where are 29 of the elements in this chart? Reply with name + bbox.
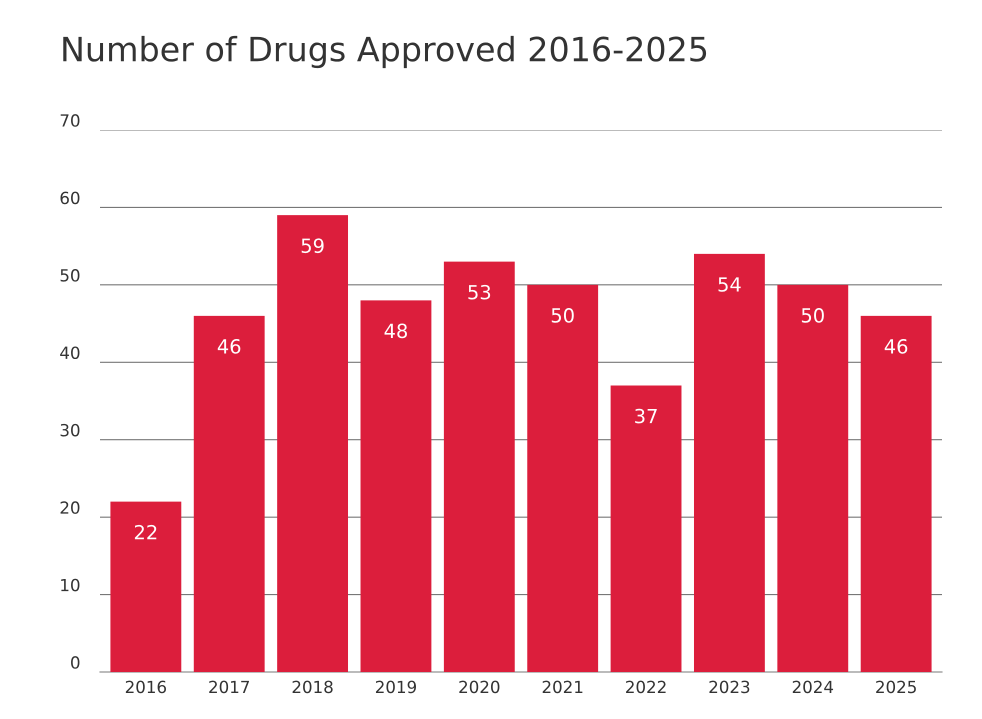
y-tick-label: 30 bbox=[60, 424, 80, 436]
data-label: 22 bbox=[134, 524, 156, 540]
data-label: 50 bbox=[552, 308, 574, 323]
x-tick-label: 2018 bbox=[292, 680, 333, 694]
x-tick-label: 2021 bbox=[542, 680, 582, 694]
y-tick-label: 20 bbox=[60, 501, 80, 514]
data-label: 53 bbox=[468, 284, 490, 300]
x-tick-label: 2024 bbox=[792, 680, 834, 694]
x-tick-label: 2025 bbox=[876, 680, 916, 694]
data-label: 46 bbox=[218, 339, 240, 354]
x-tick-label: 2022 bbox=[626, 680, 666, 694]
x-tick-label: 2023 bbox=[709, 680, 750, 694]
data-label: 54 bbox=[718, 277, 741, 292]
data-label: 50 bbox=[802, 308, 824, 323]
x-tick-label: 2016 bbox=[126, 680, 166, 694]
y-tick-label: 70 bbox=[60, 114, 80, 127]
x-tick-label: 2020 bbox=[459, 680, 500, 694]
y-tick-label: 40 bbox=[60, 346, 80, 360]
x-tick-label: 2017 bbox=[209, 680, 249, 694]
x-tick-label: 2019 bbox=[376, 680, 416, 694]
y-tick-label: 50 bbox=[60, 269, 80, 282]
y-tick-label: 60 bbox=[60, 192, 80, 204]
y-tick-label: 0 bbox=[71, 656, 80, 669]
data-label: 46 bbox=[884, 339, 908, 354]
data-label: 48 bbox=[384, 324, 407, 338]
data-label: 59 bbox=[302, 238, 324, 254]
chart-title: Number of Drugs Approved 2016-2025 bbox=[63, 36, 706, 68]
data-label: 37 bbox=[635, 408, 657, 424]
y-tick-label: 10 bbox=[61, 578, 80, 592]
